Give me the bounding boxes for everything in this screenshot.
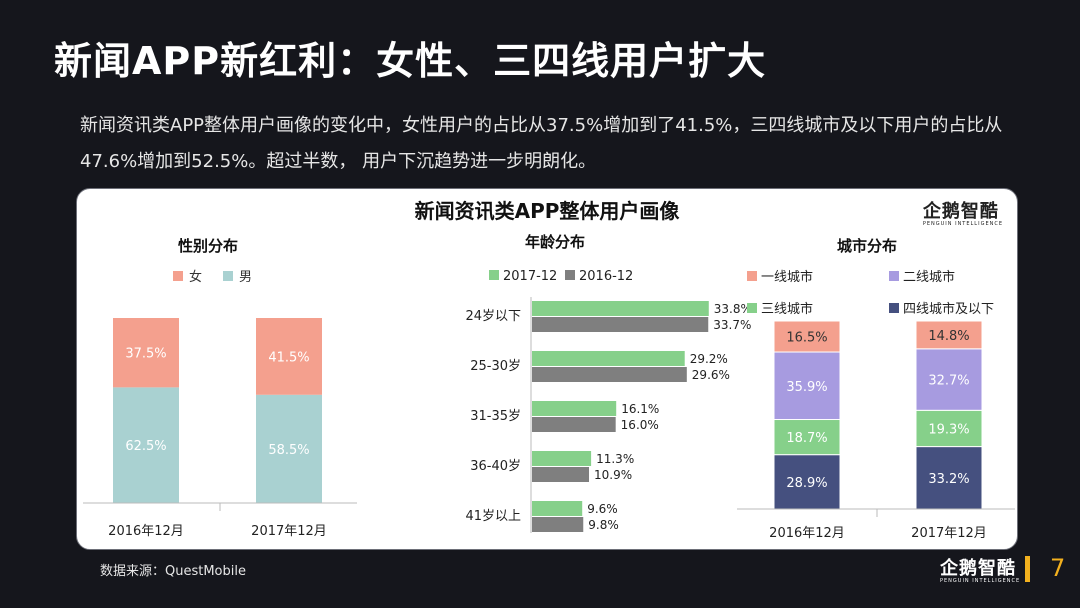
age-bar xyxy=(532,401,617,416)
age-data-label: 29.6% xyxy=(692,368,730,382)
age-legend-swatch xyxy=(489,270,499,280)
age-bar xyxy=(532,367,687,382)
gender-legend-label: 男 xyxy=(239,270,252,285)
city-x-tick-label: 2017年12月 xyxy=(911,526,987,541)
age-data-label: 33.7% xyxy=(713,318,751,332)
gender-bar-segment xyxy=(113,318,179,388)
age-bar xyxy=(532,517,584,532)
age-data-label: 11.3% xyxy=(596,452,634,466)
gender-x-tick-label: 2017年12月 xyxy=(251,524,327,539)
city-data-label: 19.3% xyxy=(928,422,969,437)
penguin-logo-footer: 企鹅智酷 PENGUIN INTELLIGENCE xyxy=(940,554,1020,584)
city-data-label: 35.9% xyxy=(786,380,827,395)
age-legend-label: 2016-12 xyxy=(579,269,633,284)
logo-footer-sub-text: PENGUIN INTELLIGENCE xyxy=(940,578,1021,584)
logo-sub-text: PENGUIN INTELLIGENCE xyxy=(922,221,1003,227)
gender-bar-segment xyxy=(113,387,179,503)
age-bar xyxy=(532,451,592,466)
age-bar xyxy=(532,301,709,316)
age-data-label: 10.9% xyxy=(594,468,632,482)
age-legend-label: 2017-12 xyxy=(503,269,557,284)
gender-x-tick-label: 2016年12月 xyxy=(108,524,184,539)
gender-bar-segment xyxy=(256,394,322,503)
city-legend-label: 三线城市 xyxy=(761,301,813,317)
age-bar xyxy=(532,351,685,366)
data-source: 数据来源：QuestMobile xyxy=(100,564,246,579)
age-bar xyxy=(532,317,709,332)
page-title: 新闻APP新红利：女性、三四线用户扩大 xyxy=(54,39,767,83)
city-bar-segment xyxy=(773,419,841,456)
gender-legend-label: 女 xyxy=(189,269,202,285)
city-bar-segment xyxy=(773,454,841,510)
city-legend-label: 一线城市 xyxy=(761,269,813,285)
age-bar xyxy=(532,417,616,432)
gender-legend-swatch xyxy=(173,271,183,281)
page-number-divider xyxy=(1025,556,1030,582)
age-bar xyxy=(532,501,583,516)
gender-data-label: 58.5% xyxy=(268,443,309,458)
panel-title: 新闻资讯类APP整体用户画像 xyxy=(414,199,680,223)
city-legend-swatch xyxy=(747,303,757,313)
city-data-label: 18.7% xyxy=(786,431,827,446)
gender-chart-title: 性别分布 xyxy=(178,237,238,255)
city-bar-segment xyxy=(773,351,841,421)
city-chart-title: 城市分布 xyxy=(837,237,897,255)
city-data-label: 32.7% xyxy=(928,374,969,389)
gender-data-label: 41.5% xyxy=(268,350,309,365)
city-bar-segment xyxy=(915,320,983,350)
city-bar-segment xyxy=(915,446,983,510)
chart-panel: 新闻资讯类APP整体用户画像 企鹅智酷 PENGUIN INTELLIGENCE… xyxy=(76,188,1018,550)
age-legend-swatch xyxy=(565,270,575,280)
city-legend-label: 二线城市 xyxy=(903,269,955,285)
logo-main-text: 企鹅智酷 xyxy=(922,201,999,222)
city-data-label: 16.5% xyxy=(786,331,827,346)
city-legend-swatch xyxy=(889,271,899,281)
penguin-logo: 企鹅智酷 PENGUIN INTELLIGENCE xyxy=(923,197,1003,227)
city-bar-segment xyxy=(915,409,983,448)
city-bar-segment xyxy=(915,348,983,411)
page-number: 7 xyxy=(1050,554,1066,582)
age-data-label: 9.6% xyxy=(587,502,618,516)
city-legend-swatch xyxy=(747,271,757,281)
age-data-label: 9.8% xyxy=(588,518,619,532)
age-data-label: 29.2% xyxy=(690,352,728,366)
age-y-tick-label: 24岁以下 xyxy=(465,309,521,324)
age-y-tick-label: 25-30岁 xyxy=(470,359,521,374)
gender-bar-segment xyxy=(256,318,322,395)
gender-legend-swatch xyxy=(223,271,233,281)
city-data-label: 28.9% xyxy=(786,476,827,491)
age-bar xyxy=(532,467,590,482)
age-y-tick-label: 31-35岁 xyxy=(470,409,521,424)
age-chart-title: 年龄分布 xyxy=(525,233,585,251)
city-x-tick-label: 2016年12月 xyxy=(769,526,845,541)
age-data-label: 16.0% xyxy=(621,418,659,432)
city-bar-segment xyxy=(773,320,841,353)
city-legend-label: 四线城市及以下 xyxy=(903,301,994,317)
age-data-label: 16.1% xyxy=(621,402,659,416)
intro-text: 新闻资讯类APP整体用户画像的变化中，女性用户的占比从37.5%增加到了41.5… xyxy=(80,115,1003,172)
age-data-label: 33.8% xyxy=(714,302,752,316)
logo-footer-main-text: 企鹅智酷 xyxy=(940,558,1016,579)
city-legend-swatch xyxy=(889,303,899,313)
gender-data-label: 37.5% xyxy=(125,347,166,362)
city-data-label: 33.2% xyxy=(928,472,969,487)
age-y-tick-label: 41岁以上 xyxy=(465,509,521,524)
city-data-label: 14.8% xyxy=(928,329,969,344)
age-y-tick-label: 36-40岁 xyxy=(470,459,521,474)
gender-data-label: 62.5% xyxy=(125,439,166,454)
